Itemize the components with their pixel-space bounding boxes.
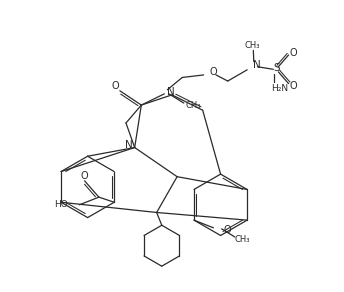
Text: N: N <box>253 60 261 70</box>
Text: N: N <box>125 140 132 150</box>
Text: O: O <box>290 48 298 58</box>
Text: O: O <box>112 81 120 91</box>
Text: O: O <box>290 81 298 91</box>
Text: CH₃: CH₃ <box>235 234 250 244</box>
Text: H₂N: H₂N <box>271 84 288 93</box>
Text: CH₃: CH₃ <box>245 41 260 50</box>
Text: HO: HO <box>54 200 68 209</box>
Text: S: S <box>273 63 280 73</box>
Text: CH₃: CH₃ <box>186 100 201 110</box>
Text: O: O <box>209 67 217 77</box>
Text: O: O <box>224 225 232 235</box>
Text: N: N <box>168 87 175 97</box>
Text: O: O <box>81 171 88 181</box>
